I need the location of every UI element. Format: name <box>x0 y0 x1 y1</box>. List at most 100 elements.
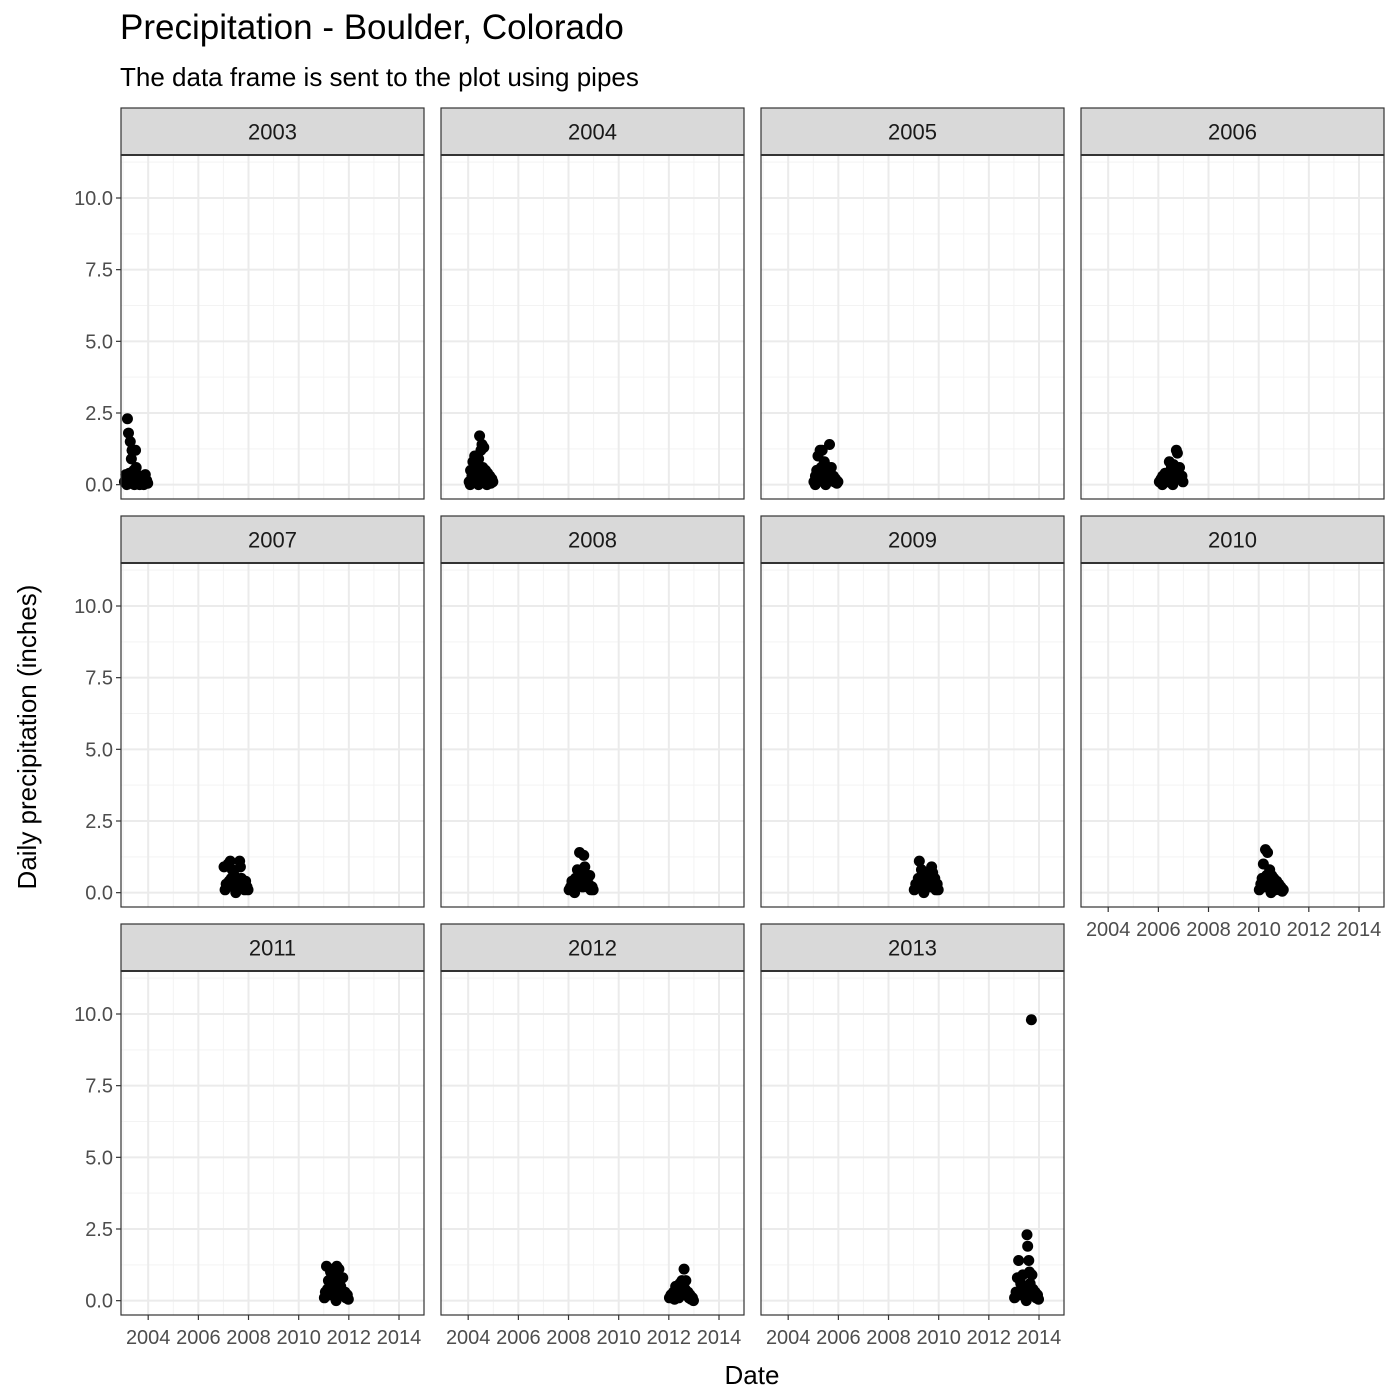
facet-strip-label: 2003 <box>248 120 297 145</box>
chart-title: Precipitation - Boulder, Colorado <box>120 8 624 47</box>
facet-strip-label: 2005 <box>888 120 937 145</box>
data-point <box>1026 1269 1038 1281</box>
x-tick-label: 2012 <box>647 1327 692 1349</box>
x-tick-label: 2006 <box>1136 919 1181 941</box>
facet-panel-2004: 2004 <box>440 107 745 500</box>
panel-background <box>121 971 424 1315</box>
panel-background <box>441 563 744 907</box>
panel-background <box>441 971 744 1315</box>
x-tick-label: 2014 <box>377 1327 422 1349</box>
facet-strip-label: 2006 <box>1208 120 1257 145</box>
data-point <box>1013 1255 1025 1267</box>
data-point <box>1023 1255 1035 1267</box>
data-point <box>569 887 581 899</box>
facet-panel-2006: 2006 <box>1080 107 1385 500</box>
y-tick-label: 7.5 <box>85 668 113 690</box>
facet-strip-label: 2010 <box>1208 528 1257 553</box>
y-tick-label: 5.0 <box>85 1147 113 1169</box>
data-point <box>578 849 590 861</box>
data-point <box>1174 461 1186 473</box>
data-point <box>824 439 836 451</box>
data-point <box>130 444 142 456</box>
facet-strip <box>1080 107 1385 156</box>
x-axis-title: Date <box>725 1360 780 1390</box>
y-tick-label: 10.0 <box>74 1004 113 1026</box>
facet-panel-2009: 2009 <box>760 515 1065 908</box>
facet-strip-label: 2012 <box>568 936 617 961</box>
data-point <box>1022 1240 1034 1252</box>
x-tick-label: 2012 <box>1287 919 1332 941</box>
facet-strip-label: 2009 <box>888 528 937 553</box>
x-tick-label: 2010 <box>1236 919 1281 941</box>
y-tick-label: 2.5 <box>85 811 113 833</box>
panel-background <box>761 155 1064 499</box>
data-point <box>825 461 837 473</box>
facet-strip <box>120 923 425 972</box>
facet-strip-label: 2011 <box>249 936 296 961</box>
data-point <box>473 453 485 465</box>
data-point <box>913 855 925 867</box>
x-tick-label: 2008 <box>226 1327 271 1349</box>
data-point <box>1156 479 1168 491</box>
x-tick-label: 2012 <box>967 1327 1012 1349</box>
data-point <box>1020 1295 1032 1307</box>
y-tick-label: 2.5 <box>85 403 113 425</box>
data-point <box>333 1263 345 1275</box>
facet-panel-2013: 2013 2004 2006 2008 2010 2012 2014 <box>760 923 1065 1349</box>
x-tick-label: 2010 <box>916 1327 961 1349</box>
data-point <box>1277 884 1289 896</box>
x-tick-label: 2008 <box>1186 919 1231 941</box>
facet-strip-label: 2008 <box>568 528 617 553</box>
x-tick-label: 2010 <box>276 1327 321 1349</box>
data-point <box>1025 1014 1037 1026</box>
x-tick-label: 2004 <box>1086 919 1131 941</box>
data-point <box>680 1275 692 1287</box>
facet-panel-2011: 2011 0.0 2.5 5.0 7.5 10.0 2004 2006 2008 2010 2012… <box>74 923 425 1349</box>
facet-strip <box>1080 515 1385 564</box>
facet-strip <box>440 107 745 156</box>
facet-panel-2007: 2007 0.0 2.5 5.0 7.5 10.0 <box>74 515 425 908</box>
panel-background <box>761 563 1064 907</box>
y-tick-label: 5.0 <box>85 739 113 761</box>
panel-background <box>121 155 424 499</box>
y-tick-label: 5.0 <box>85 331 113 353</box>
data-point <box>121 413 133 425</box>
data-point <box>122 427 134 439</box>
data-point <box>1265 887 1277 899</box>
x-tick-label: 2012 <box>327 1327 372 1349</box>
data-point <box>687 1295 699 1307</box>
y-tick-label: 10.0 <box>74 188 113 210</box>
x-tick-label: 2008 <box>866 1327 911 1349</box>
x-tick-label: 2004 <box>766 1327 811 1349</box>
x-tick-label: 2010 <box>596 1327 641 1349</box>
x-tick-label: 2004 <box>446 1327 491 1349</box>
y-tick-label: 2.5 <box>85 1219 113 1241</box>
data-point <box>234 861 246 873</box>
data-point <box>1171 447 1183 459</box>
data-point <box>587 884 599 896</box>
y-axis-title: Daily precipitation (inches) <box>12 585 42 890</box>
facet-panel-2005: 2005 <box>760 107 1065 500</box>
data-point <box>584 869 596 881</box>
data-point <box>342 1293 354 1305</box>
x-tick-label: 2006 <box>496 1327 541 1349</box>
x-tick-label: 2014 <box>697 1327 742 1349</box>
y-tick-label: 0.0 <box>85 1291 113 1313</box>
data-point <box>820 479 832 491</box>
chart-subtitle: The data frame is sent to the plot using… <box>120 62 639 92</box>
x-tick-label: 2008 <box>546 1327 591 1349</box>
facet-panel-2008: 2008 <box>440 515 745 908</box>
facet-strip-label: 2013 <box>888 936 937 961</box>
x-tick-label: 2006 <box>176 1327 221 1349</box>
y-tick-label: 0.0 <box>85 883 113 905</box>
facet-strip <box>760 515 1065 564</box>
y-tick-label: 0.0 <box>85 475 113 497</box>
y-tick-label: 10.0 <box>74 596 113 618</box>
facet-strip <box>440 515 745 564</box>
data-point <box>130 461 142 473</box>
data-point <box>478 441 490 453</box>
